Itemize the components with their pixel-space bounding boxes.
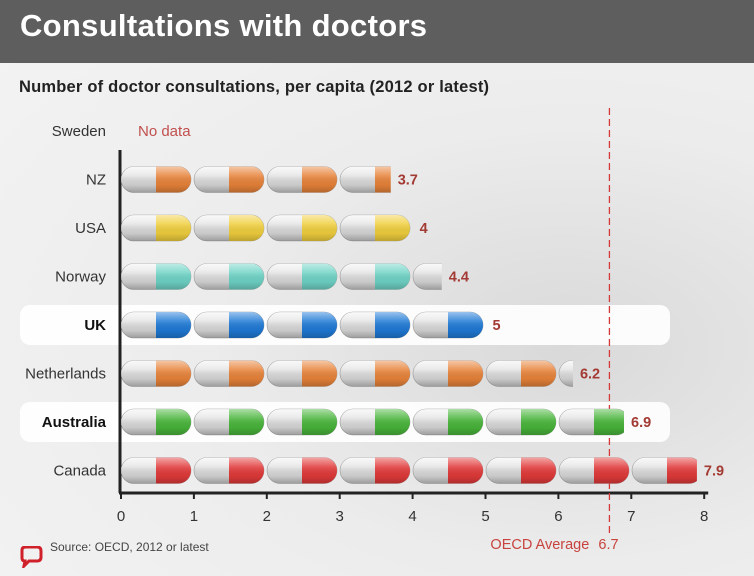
x-tick-label: 6 <box>554 508 562 525</box>
x-tick-label: 2 <box>263 508 271 525</box>
bar-norway <box>121 263 442 290</box>
title-banner: Consultations with doctors <box>0 0 754 63</box>
value-label: 4.4 <box>449 270 469 286</box>
bar-netherlands <box>121 360 573 387</box>
value-label: 5 <box>493 318 501 334</box>
chart-title: Number of doctor consultations, per capi… <box>19 78 490 96</box>
bar-australia <box>121 408 625 436</box>
x-tick-label: 7 <box>627 508 635 525</box>
oecd-average-label: OECD Average <box>490 537 589 553</box>
x-tick-label: 0 <box>117 508 125 525</box>
x-tick-label: 8 <box>700 508 708 525</box>
category-label: UK <box>84 317 106 334</box>
oecd-average-value: 6.7 <box>598 537 618 553</box>
bar-nz <box>121 166 391 193</box>
x-tick-label: 3 <box>336 508 344 525</box>
x-tick-label: 5 <box>481 508 489 525</box>
value-label: No data <box>138 123 191 140</box>
value-label: 3.7 <box>398 173 418 189</box>
publisher-logo-icon <box>20 546 43 568</box>
category-label: Australia <box>42 414 107 431</box>
source-note: Source: OECD, 2012 or latest <box>50 540 209 554</box>
category-label: NZ <box>86 172 106 189</box>
category-label: USA <box>75 220 106 237</box>
category-label: Canada <box>53 463 106 480</box>
x-tick-label: 4 <box>408 508 416 525</box>
bar-usa <box>121 214 411 242</box>
category-label: Norway <box>55 269 106 286</box>
value-label: 4 <box>420 221 428 237</box>
page-title: Consultations with doctors <box>20 8 428 43</box>
value-label: 7.9 <box>704 464 724 480</box>
value-label: 6.2 <box>580 367 600 383</box>
category-label: Netherlands <box>25 366 106 383</box>
x-tick-label: 1 <box>190 508 198 525</box>
value-label: 6.9 <box>631 415 651 431</box>
bar-canada <box>121 457 697 484</box>
bar-uk <box>121 311 484 339</box>
category-label: Sweden <box>52 123 106 140</box>
